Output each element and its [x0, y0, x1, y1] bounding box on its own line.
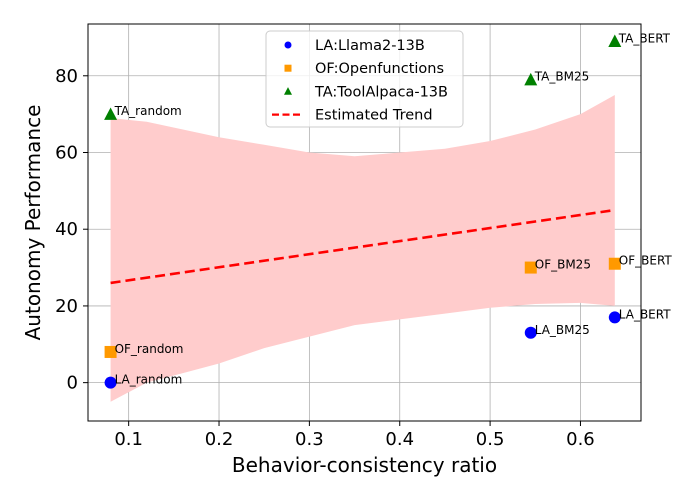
x-tick-label: 0.2: [205, 429, 234, 450]
point-label-ta-random: TA_random: [114, 104, 182, 118]
confidence-band-area: [110, 95, 615, 402]
point-of-random: [104, 345, 117, 358]
y-axis-title: Autonomy Performance: [21, 105, 45, 341]
legend-label: OF:Openfunctions: [315, 61, 444, 77]
legend-label: Estimated Trend: [315, 108, 433, 124]
point-label-of-bm25: OF_BM25: [535, 258, 591, 272]
point-of-bert: [608, 257, 621, 270]
point-of-bm25: [524, 261, 537, 274]
point-label-ta-bert: TA_BERT: [618, 31, 671, 45]
legend-square-swatch: [284, 64, 292, 72]
legend-label: TA:ToolAlpaca-13B: [314, 84, 448, 100]
y-tick-label: 80: [55, 66, 78, 87]
x-axis-ticks: 0.1 0.2 0.3 0.4 0.5 0.6: [114, 421, 595, 450]
trend-line-group: [110, 208, 615, 285]
x-tick-label: 0.6: [566, 429, 595, 450]
point-label-la-bert: LA_BERT: [619, 307, 671, 321]
y-tick-label: 20: [55, 296, 78, 317]
point-la-bm25: [524, 326, 537, 339]
y-tick-label: 60: [55, 142, 78, 163]
legend-circle-swatch: [284, 41, 292, 49]
x-tick-label: 0.4: [385, 429, 414, 450]
x-axis-title: Behavior-consistency ratio: [232, 453, 497, 477]
y-tick-label: 0: [67, 373, 78, 394]
y-tick-label: 40: [55, 219, 78, 240]
legend-label: LA:Llama2-13B: [315, 38, 425, 54]
x-tick-label: 0.5: [476, 429, 505, 450]
legend-triangle-swatch: [284, 87, 292, 95]
point-ta-bert: [608, 34, 622, 47]
point-ta-random: [104, 107, 118, 120]
x-tick-label: 0.3: [295, 429, 324, 450]
point-label-of-random: OF_random: [115, 342, 184, 356]
y-axis-ticks: 0 20 40 60 80: [55, 66, 88, 394]
legend: LA:Llama2-13B OF:Openfunctions TA:ToolAlpa…: [265, 30, 464, 128]
point-ta-bm25: [524, 72, 538, 86]
point-labels: LA_random LA_BM25 LA_BERT OF_random OF_BM25 O…: [114, 31, 673, 386]
data-points: [104, 34, 622, 389]
x-tick-label: 0.1: [114, 429, 143, 450]
confidence-band: [110, 95, 615, 402]
point-label-la-random: LA_random: [115, 373, 183, 387]
point-la-bert: [608, 311, 621, 324]
plot-frame: [87, 23, 642, 422]
point-label-ta-bm25: TA_BM25: [534, 70, 589, 84]
estimated-trend-line: [110, 208, 615, 285]
point-la-random: [104, 376, 117, 389]
point-label-la-bm25: LA_BM25: [535, 323, 590, 337]
legend-box: [265, 30, 464, 128]
point-label-of-bert: OF_BERT: [619, 254, 673, 268]
